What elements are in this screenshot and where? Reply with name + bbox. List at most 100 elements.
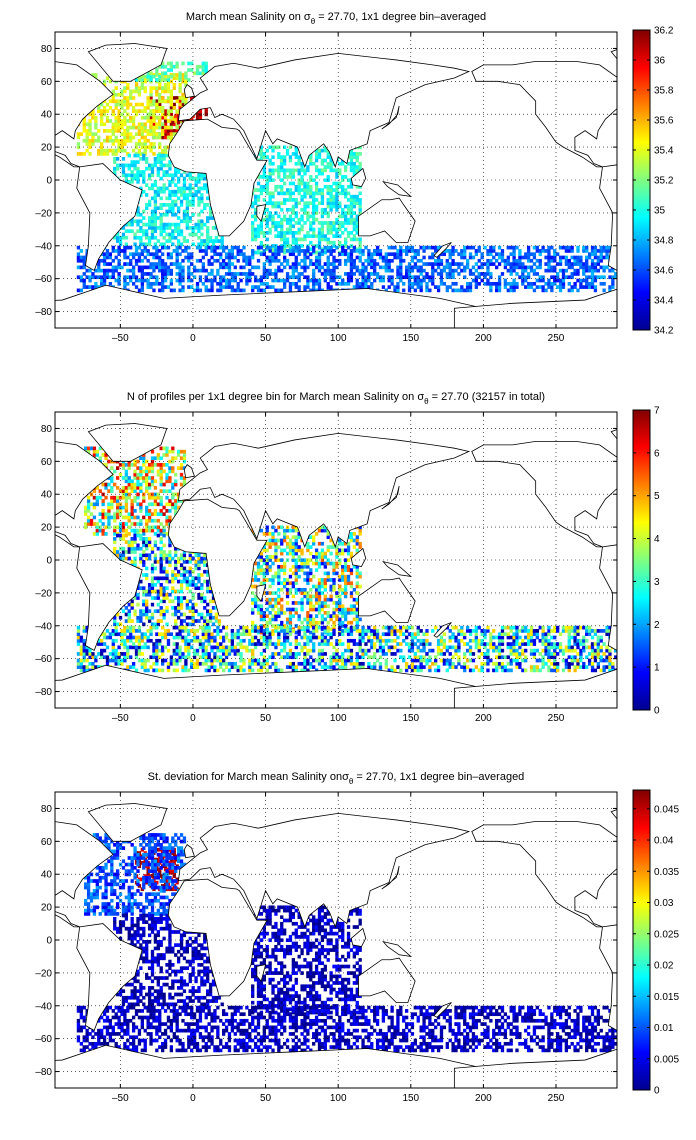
data-cell [222,245,226,250]
data-cell [163,115,168,120]
data-cell [590,262,595,266]
data-cell [175,252,179,257]
data-cell [346,272,351,276]
data-cell [147,462,152,467]
data-cell [133,609,137,614]
data-cell [570,255,574,260]
data-cell [152,265,156,270]
data-cell [178,82,182,87]
data-cell [172,96,176,100]
data-cell [88,145,92,150]
data-cell [150,235,155,240]
data-cell [82,272,86,276]
data-cell [314,175,319,179]
data-cell [526,252,531,257]
data-cell [86,495,91,500]
data-cell [291,171,296,176]
data-cell [153,512,158,516]
data-cell [152,135,156,140]
data-cell [147,528,152,533]
data-cell [364,285,368,289]
data-cell [169,106,174,110]
data-cell [280,224,284,229]
data-cell [195,281,200,286]
data-cell [390,252,394,257]
data-cell [142,232,146,237]
data-cell [115,239,120,243]
data-cell [277,607,281,612]
data-cell [140,78,144,82]
data-cell [282,532,287,536]
data-cell [288,194,293,199]
y-tick-label: –20 [35,208,52,219]
data-cell [168,163,172,168]
data-cell [291,275,296,280]
data-cell [200,556,204,561]
data-cell [390,258,394,263]
data-cell [294,578,298,582]
data-cell [288,175,293,179]
data-cell [253,155,258,160]
data-cell [159,522,163,526]
data-cell [422,245,426,250]
data-cell [532,272,537,276]
data-cell [282,255,287,260]
data-cell [332,240,336,245]
data-cell [579,258,583,263]
data-cell [150,476,155,480]
data-cell [335,234,339,238]
data-cell [399,252,403,257]
data-cell [251,272,255,276]
data-cell [153,160,158,164]
data-cell [159,576,163,581]
data-cell [404,272,409,276]
data-cell [346,255,351,260]
data-cell [179,612,184,617]
data-cell [174,235,178,240]
data-cell [146,278,150,283]
data-cell [291,181,296,186]
data-cell [309,194,313,199]
data-cell [390,245,394,250]
data-cell [161,129,165,133]
data-cell [274,528,278,533]
data-cell [373,265,377,270]
data-cell [187,268,191,273]
data-cell [346,184,351,189]
data-cell [115,553,120,558]
data-cell [515,258,519,263]
data-cell [165,586,169,590]
data-cell [361,252,365,257]
data-cell [416,265,420,270]
data-cell [185,586,190,590]
data-cell [468,285,473,289]
data-cell [123,148,127,153]
data-cell [387,275,391,280]
data-cell [190,285,194,289]
data-cell [282,155,287,160]
data-cell [92,505,97,510]
data-cell [445,272,449,276]
data-cell [306,201,310,206]
data-cell [163,135,168,140]
data-cell [91,272,95,276]
data-cell [136,466,140,470]
data-cell [131,135,136,140]
data-cell [150,550,155,554]
data-cell [262,230,266,235]
data-cell [291,584,296,589]
data-cell [251,230,255,235]
data-cell [208,586,213,590]
data-cell [146,99,150,104]
panel-2: N of profiles per 1x1 degree bin for Mar… [35,391,660,724]
data-cell [387,265,391,270]
data-cell [463,288,467,293]
data-cell [145,166,149,171]
data-cell [352,285,357,289]
data-cell [277,224,281,229]
data-cell [100,275,104,280]
data-cell [162,556,166,561]
data-cell [399,265,403,270]
data-cell [300,224,304,229]
data-cell [208,589,213,594]
